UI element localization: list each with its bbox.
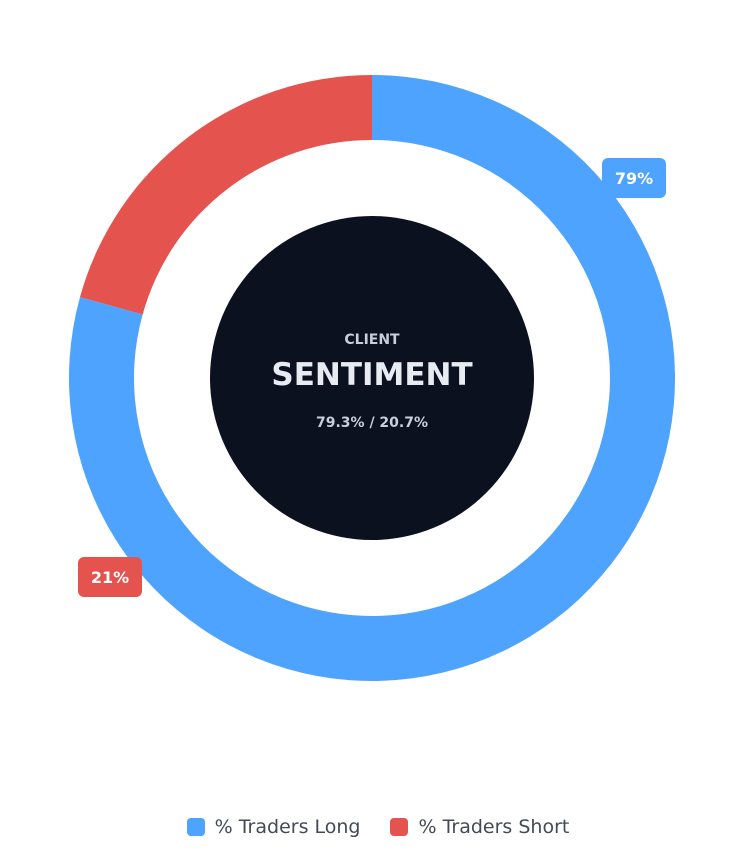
legend: % Traders Long % Traders Short <box>0 812 756 842</box>
center-kicker: CLIENT <box>344 332 400 348</box>
data-label-box <box>78 557 142 597</box>
legend-label-long: % Traders Long <box>214 816 361 838</box>
legend-label-short: % Traders Short <box>418 816 570 838</box>
legend-swatch-short <box>390 818 409 836</box>
legend-item-short[interactable]: % Traders Short <box>390 816 569 838</box>
legend-item-long[interactable]: % Traders Long <box>186 816 361 838</box>
center-ratio: 79.3% / 20.7% <box>316 415 428 431</box>
chart-slices <box>68 75 676 682</box>
legend-swatch-long <box>186 818 205 836</box>
data-label-box <box>602 158 666 198</box>
slice-short[interactable] <box>79 75 372 315</box>
data-labels: 79% 21% <box>78 158 666 597</box>
data-label-short: 21% <box>78 557 142 597</box>
data-label-long: 79% <box>602 158 666 198</box>
center-title: SENTIMENT <box>271 357 472 393</box>
data-label-text: 21% <box>91 568 129 587</box>
data-label-text: 79% <box>615 169 653 188</box>
center-disc <box>210 216 534 540</box>
